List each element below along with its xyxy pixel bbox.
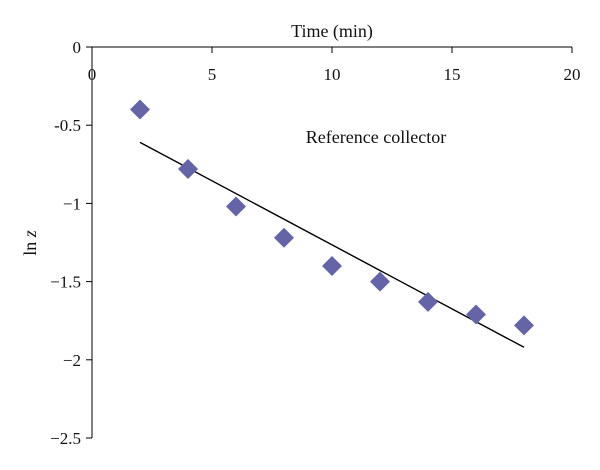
data-point: [514, 315, 534, 336]
data-points-layer: [130, 99, 534, 336]
x-tick-label: 20: [564, 65, 581, 84]
trendline: [139, 141, 525, 348]
y-tick-label: −2: [63, 351, 81, 370]
y-axis-title-z: z: [20, 230, 40, 238]
data-point: [418, 291, 438, 312]
y-tick-label: −2.5: [50, 429, 81, 448]
data-point: [466, 304, 486, 325]
y-tick-label: -0.5: [54, 116, 81, 135]
data-point: [274, 227, 294, 248]
x-axis-title: Time (min): [291, 21, 373, 42]
data-point: [178, 158, 198, 179]
x-tick-label: 5: [208, 65, 217, 84]
x-tick-label: 10: [324, 65, 341, 84]
y-axis-title: ln z: [20, 230, 40, 256]
y-tick-label: 0: [73, 38, 82, 57]
data-point: [322, 255, 342, 276]
chart-axes: 0 5 10 15 20 0 -0.5 −1 −1.5 −2 −2.5: [50, 38, 580, 448]
trendline-layer: [139, 141, 525, 348]
data-point: [370, 271, 390, 292]
chart-annotation: Reference collector: [306, 127, 446, 147]
y-axis-title-ln: ln: [20, 237, 40, 256]
x-tick-label: 15: [444, 65, 461, 84]
data-point: [226, 196, 246, 217]
y-tick-label: −1.5: [50, 273, 81, 292]
x-tick-label: 0: [88, 65, 97, 84]
y-tick-label: −1: [63, 194, 81, 213]
data-point: [130, 99, 150, 120]
